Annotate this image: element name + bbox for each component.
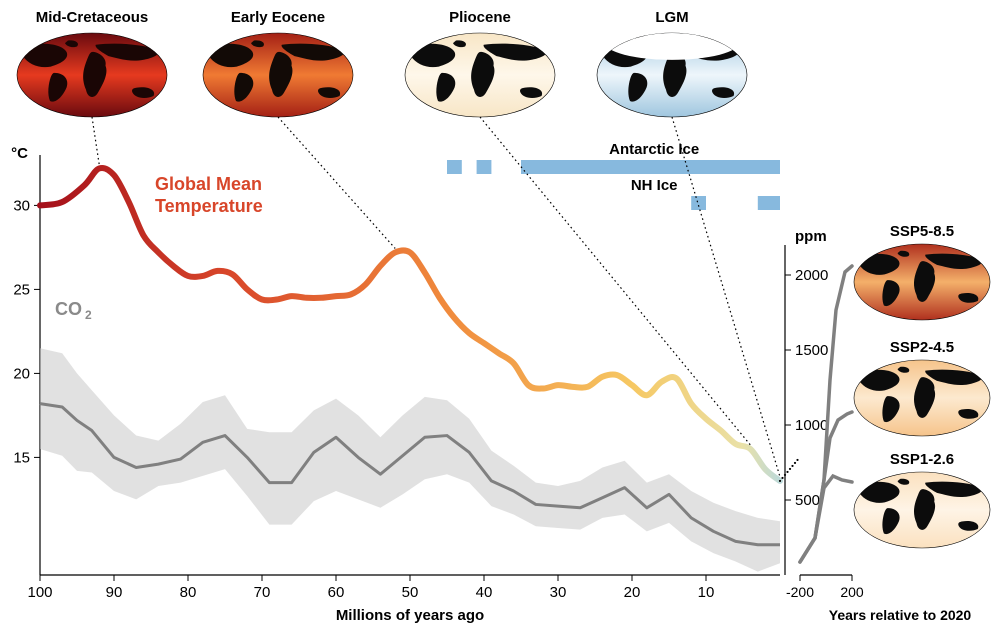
ytick-co2: 1000 [795, 417, 828, 434]
connector-mid_cret [92, 117, 99, 164]
nh-ice-label: NH Ice [631, 177, 678, 194]
temp-dotted-tail [789, 468, 791, 470]
globe-ssp245 [854, 360, 990, 436]
ssp-label-ssp245: SSP2-4.5 [890, 339, 954, 356]
temp-dotted-tail [796, 459, 798, 461]
temp-dotted-tail [794, 462, 796, 464]
globe-ssp585 [854, 244, 990, 320]
xtick-label: 20 [624, 584, 641, 601]
main-svg: 100 90 80 70 60 50 40 30 20 10 15 20 25 30 °C Millions … [0, 0, 1000, 643]
xtick-label: 60 [328, 584, 345, 601]
xtick-label: 40 [476, 584, 493, 601]
globe-label-mid_cret: Mid-Cretaceous [36, 9, 149, 26]
xtick-label: 70 [254, 584, 271, 601]
temp-dotted-tail [784, 474, 786, 476]
projection-ssp126 [800, 476, 852, 562]
ytick-co2: 500 [795, 492, 820, 509]
xtick-label: 80 [180, 584, 197, 601]
temp-dotted-tail [791, 465, 793, 467]
antarctic-ice-label: Antarctic Ice [609, 141, 699, 158]
globe-label-pliocene: Pliocene [449, 9, 511, 26]
globe-lgm [597, 25, 747, 117]
ytick-temp: 30 [13, 197, 30, 214]
temp-dotted-tail [786, 471, 788, 473]
xlabel-main: Millions of years ago [336, 607, 484, 624]
co2-uncertainty-band [40, 348, 780, 571]
ytick-temp: 20 [13, 365, 30, 382]
xtick-right: -200 [786, 584, 814, 600]
ssp-label-ssp585: SSP5-8.5 [890, 223, 954, 240]
xlabel-right: Years relative to 2020 [829, 607, 972, 623]
xtick-label: 100 [27, 584, 52, 601]
temp-label: Temperature [155, 196, 263, 216]
co2-label: CO [55, 299, 82, 319]
ytick-co2: 2000 [795, 267, 828, 284]
co2-unit: ppm [795, 228, 827, 245]
ytick-co2: 1500 [795, 342, 828, 359]
nh-ice-bar [691, 196, 706, 210]
xtick-label: 10 [698, 584, 715, 601]
globe-eocene [203, 33, 353, 117]
xtick-label: 90 [106, 584, 123, 601]
ylabel-temp: °C [11, 145, 28, 162]
globe-label-eocene: Early Eocene [231, 9, 325, 26]
globe-label-lgm: LGM [655, 9, 688, 26]
antarctic-ice-bar [447, 160, 462, 174]
temp-label: Global Mean [155, 174, 262, 194]
xtick-label: 50 [402, 584, 419, 601]
xtick-label: 30 [550, 584, 567, 601]
antarctic-ice-bar [521, 160, 780, 174]
xtick-right: 200 [840, 584, 864, 600]
co2-label-sub: 2 [85, 308, 92, 322]
connector-eocene [278, 117, 395, 248]
globe-ssp126 [854, 472, 990, 548]
globe-mid_cret [17, 33, 167, 117]
nh-ice-bar [758, 196, 780, 210]
antarctic-ice-bar [477, 160, 492, 174]
ytick-temp: 25 [13, 281, 30, 298]
ytick-temp: 15 [13, 449, 30, 466]
ssp-label-ssp126: SSP1-2.6 [890, 451, 954, 468]
temp-dotted-tail [781, 477, 783, 479]
globe-pliocene [405, 33, 555, 117]
temp-dotted-tail [779, 480, 781, 482]
